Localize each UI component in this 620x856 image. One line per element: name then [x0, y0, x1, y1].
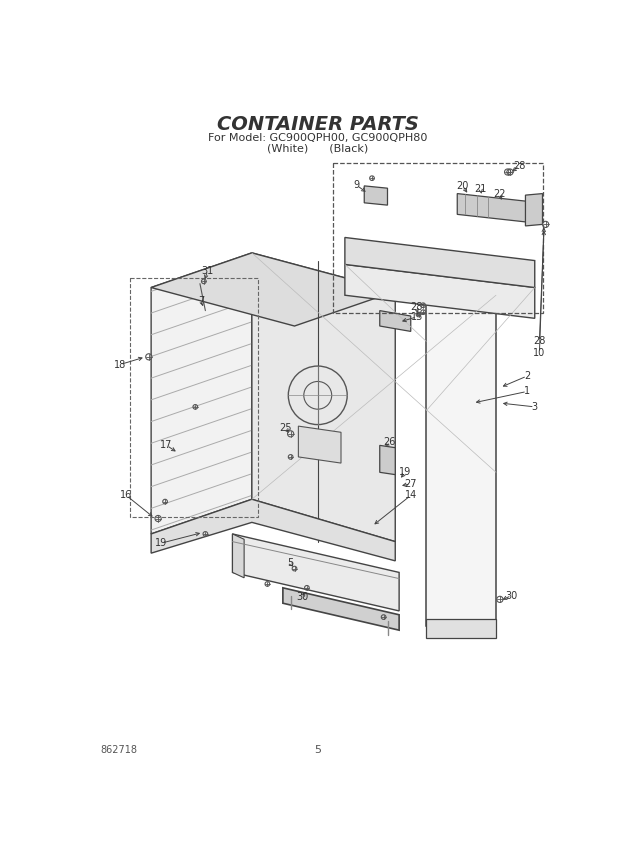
Text: 16: 16 [120, 490, 133, 501]
Text: 10: 10 [533, 348, 546, 358]
Text: 28: 28 [533, 336, 546, 347]
Text: 27: 27 [404, 479, 417, 489]
Polygon shape [345, 265, 534, 318]
Text: 21: 21 [474, 184, 487, 194]
Polygon shape [379, 311, 410, 331]
Text: 25: 25 [279, 423, 291, 432]
Polygon shape [345, 237, 534, 288]
Polygon shape [252, 253, 396, 542]
Text: 17: 17 [161, 440, 173, 450]
Polygon shape [232, 534, 399, 611]
Text: 2: 2 [524, 371, 530, 381]
Polygon shape [365, 186, 388, 205]
Text: 5: 5 [314, 745, 321, 754]
Text: 26: 26 [384, 437, 396, 447]
Text: 9: 9 [353, 180, 360, 190]
Text: 20: 20 [456, 181, 469, 191]
Polygon shape [151, 499, 396, 561]
Text: 15: 15 [411, 312, 423, 322]
Polygon shape [298, 426, 341, 463]
Text: 862718: 862718 [100, 745, 138, 754]
Text: 3: 3 [532, 401, 538, 412]
Bar [334, 163, 542, 313]
Text: 1: 1 [524, 386, 530, 396]
Text: CONTAINER PARTS: CONTAINER PARTS [217, 115, 418, 134]
Text: 19: 19 [155, 538, 167, 548]
Text: (White)      (Black): (White) (Black) [267, 143, 368, 153]
Polygon shape [232, 534, 244, 578]
Polygon shape [427, 295, 496, 627]
Polygon shape [458, 193, 527, 222]
Text: 7: 7 [198, 296, 205, 306]
Bar [130, 278, 258, 517]
Text: 30: 30 [505, 591, 518, 601]
Text: 18: 18 [114, 360, 126, 370]
Polygon shape [526, 193, 542, 226]
Text: For Model: GC900QPH00, GC900QPH80: For Model: GC900QPH00, GC900QPH80 [208, 134, 427, 143]
Text: 22: 22 [494, 188, 506, 199]
Text: 5: 5 [288, 558, 294, 568]
Text: 28: 28 [513, 161, 525, 171]
Polygon shape [379, 445, 396, 474]
Text: 19: 19 [399, 467, 412, 478]
Text: 14: 14 [405, 490, 417, 501]
Text: 31: 31 [202, 265, 214, 276]
Polygon shape [151, 253, 252, 534]
Polygon shape [427, 619, 496, 638]
Text: 28: 28 [410, 302, 422, 312]
Text: 30: 30 [296, 592, 308, 602]
Polygon shape [283, 588, 399, 630]
Polygon shape [151, 253, 396, 326]
